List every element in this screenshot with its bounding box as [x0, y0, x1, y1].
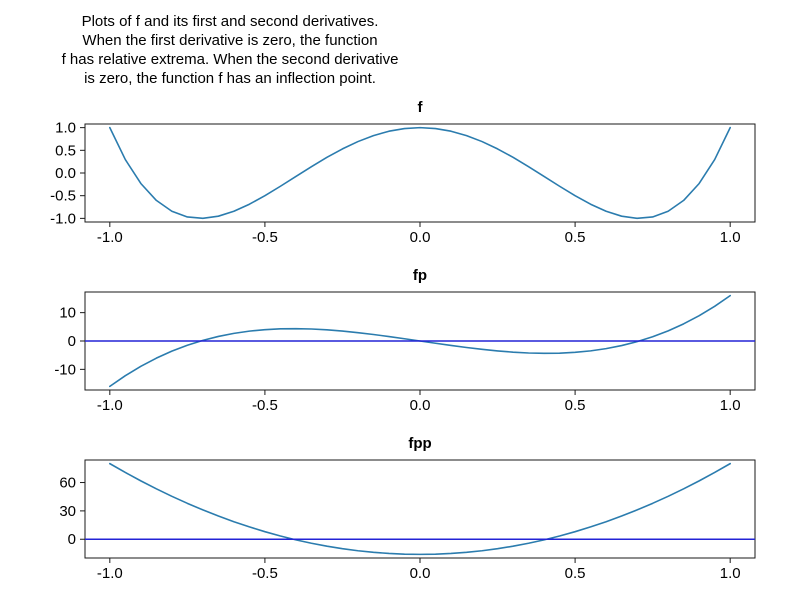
y-tick-label: 60: [59, 475, 76, 492]
x-tick-label: -0.5: [252, 397, 278, 414]
x-tick-label: 0.0: [410, 565, 431, 582]
y-tick-label: 0: [68, 333, 76, 350]
x-tick-label: -1.0: [97, 229, 123, 246]
x-tick-label: 0.5: [565, 565, 586, 582]
caption-line: When the first derivative is zero, the f…: [82, 32, 378, 49]
caption-line: is zero, the function f has an inflectio…: [84, 70, 376, 87]
y-tick-label: -0.5: [50, 188, 76, 205]
x-tick-label: -1.0: [97, 397, 123, 414]
y-tick-label: -10: [54, 361, 76, 378]
x-tick-label: 1.0: [720, 565, 741, 582]
chart-title-f: f: [418, 99, 424, 116]
panel-fp: -1.0 -0.5 0.0 0.5 1.0 10 0 -10 fp: [0, 260, 800, 428]
plot-box: [84, 459, 756, 559]
x-tick-label: 0.5: [565, 397, 586, 414]
x-tick-label: 0.0: [410, 397, 431, 414]
f-curve: [109, 126, 731, 220]
caption-line: f has relative extrema. When the second …: [61, 51, 399, 68]
y-tick-label: 30: [59, 503, 76, 520]
panel-f: -1.0 -0.5 0.0 0.5 1.0 1.0 0.5 0.0 -0.5 -1.0 f: [0, 92, 800, 260]
plot-box: [84, 123, 756, 223]
x-tick-label: 0.5: [565, 229, 586, 246]
x-tick-label: -0.5: [252, 565, 278, 582]
x-tick-label: -0.5: [252, 229, 278, 246]
y-tick-label: 10: [59, 305, 76, 322]
figure-caption: Plots of f and its first and second deri…: [0, 0, 448, 92]
y-tick-label: 0.5: [55, 142, 76, 159]
x-tick-label: -1.0: [97, 565, 123, 582]
y-tick-label: 0: [68, 531, 76, 548]
fpp-chart: -1.0 -0.5 0.0 0.5 1.0 60 30 0 fpp: [59, 435, 756, 582]
caption-line: Plots of f and its first and second deri…: [81, 13, 379, 30]
chart-title-fpp: fpp: [408, 435, 431, 452]
x-tick-label: 1.0: [720, 229, 741, 246]
y-tick-label: -1.0: [50, 210, 76, 227]
panel-fpp: -1.0 -0.5 0.0 0.5 1.0 60 30 0 fpp: [0, 428, 800, 596]
fp-chart: -1.0 -0.5 0.0 0.5 1.0 10 0 -10 fp: [54, 267, 756, 414]
x-tick-label: 1.0: [720, 397, 741, 414]
f-chart: -1.0 -0.5 0.0 0.5 1.0 1.0 0.5 0.0 -0.5 -1.0 f: [50, 99, 756, 246]
y-tick-label: 0.0: [55, 165, 76, 182]
y-tick-label: 1.0: [55, 120, 76, 137]
chart-title-fp: fp: [413, 267, 427, 284]
fpp-curve: [109, 462, 731, 556]
x-tick-label: 0.0: [410, 229, 431, 246]
